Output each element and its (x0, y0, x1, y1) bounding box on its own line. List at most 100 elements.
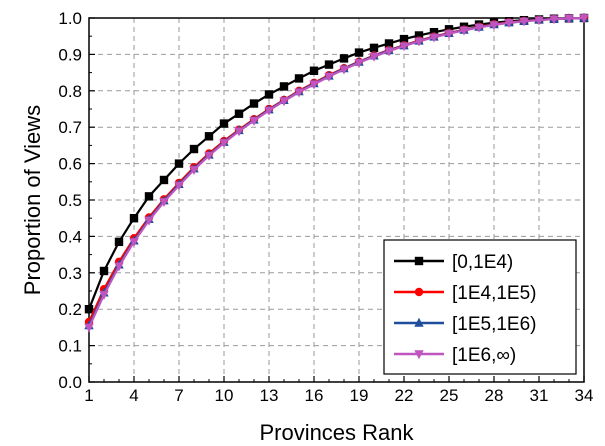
x-tick-labels: 1 4 7 10 13 16 19 22 25 28 31 34 (84, 386, 593, 405)
data-point (399, 34, 409, 44)
series-layer (84, 12, 589, 333)
data-point (279, 82, 289, 91)
x-tick-label: 34 (575, 386, 594, 405)
data-point (384, 39, 394, 48)
y-tick-label: 1.0 (58, 9, 82, 28)
data-point (549, 15, 559, 25)
data-point (279, 97, 289, 107)
y-axis-title: Proportion of Views (20, 105, 45, 295)
data-point (309, 66, 319, 75)
legend-marker (414, 350, 424, 360)
data-point (429, 33, 439, 43)
data-point (189, 166, 199, 175)
data-point (324, 60, 334, 69)
x-tick-label: 22 (395, 386, 414, 405)
data-point (339, 54, 349, 63)
y-tick-labels: 0.0 0.1 0.2 0.3 0.4 0.5 0.6 0.7 0.8 0.9 1.0 (58, 9, 82, 392)
x-tick-label: 28 (485, 386, 504, 405)
y-tick-label: 0.3 (58, 264, 82, 283)
data-point (444, 29, 454, 39)
x-tick-label: 19 (350, 386, 369, 405)
data-point (504, 19, 514, 28)
data-point (534, 16, 544, 26)
data-point (384, 47, 394, 57)
data-point (219, 119, 229, 128)
data-point (414, 31, 424, 40)
data-point (399, 42, 409, 52)
y-tick-label: 0.1 (58, 337, 82, 356)
y-tick-label: 0.7 (58, 118, 82, 137)
data-point (174, 159, 184, 168)
y-tick-label: 0.0 (58, 373, 82, 392)
data-point (324, 72, 334, 82)
data-point (579, 14, 589, 24)
data-point (204, 132, 214, 141)
data-point (144, 192, 154, 201)
data-point (294, 88, 304, 98)
data-point (309, 80, 319, 90)
x-tick-label: 10 (215, 386, 234, 405)
x-tick-label: 16 (305, 386, 324, 405)
legend-marker (414, 256, 424, 266)
y-tick-label: 0.9 (58, 45, 82, 64)
data-point (354, 59, 364, 68)
data-point (234, 127, 244, 137)
data-point (219, 139, 229, 149)
series-4 (84, 14, 589, 333)
legend-label: [0,1E4) (452, 252, 513, 273)
data-point (249, 99, 259, 108)
legend: [0,1E4) [1E4,1E5) [1E5,1E6) [1E6,∞) (383, 239, 577, 375)
y-tick-label: 0.4 (58, 227, 82, 246)
x-tick-label: 1 (84, 386, 93, 405)
data-point (129, 214, 139, 223)
data-point (249, 116, 259, 126)
data-point (114, 262, 124, 272)
data-point (99, 290, 109, 300)
data-point (369, 52, 379, 62)
y-tick-label: 0.8 (58, 82, 82, 101)
data-point (234, 109, 244, 118)
data-point (99, 266, 109, 276)
legend-label: [1E6,∞) (452, 345, 516, 366)
data-point (204, 151, 214, 161)
x-tick-label: 4 (129, 386, 138, 405)
data-point (369, 43, 379, 53)
series-line (87, 16, 585, 310)
legend-entry: [1E5,1E6) (394, 314, 537, 335)
series-line (87, 16, 585, 328)
legend-entry: [0,1E4) (394, 252, 513, 273)
x-tick-label: 25 (440, 386, 459, 405)
data-point (159, 198, 169, 208)
legend-marker (414, 287, 424, 297)
data-point (264, 106, 274, 116)
data-point (114, 237, 124, 247)
x-axis-title: Provinces Rank (259, 420, 414, 445)
data-point (459, 26, 469, 36)
legend-marker (414, 317, 424, 327)
data-point (264, 90, 274, 99)
data-point (564, 14, 574, 24)
data-point (414, 37, 424, 47)
x-tick-label: 7 (174, 386, 183, 405)
data-point (474, 23, 484, 33)
data-point (129, 238, 139, 248)
data-point (84, 323, 94, 333)
data-point (174, 181, 184, 191)
data-point (84, 305, 94, 314)
x-tick-label: 31 (530, 386, 549, 405)
data-point (354, 48, 364, 57)
legend-label: [1E5,1E6) (452, 314, 537, 335)
legend-entry: [1E6,∞) (394, 345, 516, 366)
data-point (144, 216, 154, 226)
data-point (159, 175, 169, 185)
grid (89, 18, 584, 382)
data-point (339, 65, 349, 75)
y-tick-label: 0.2 (58, 300, 82, 319)
legend-label: [1E4,1E5) (452, 283, 537, 304)
data-point (294, 74, 304, 83)
legend-entry: [1E4,1E5) (394, 283, 537, 304)
data-point (489, 21, 499, 31)
data-point (519, 17, 529, 27)
y-tick-label: 0.5 (58, 191, 82, 210)
